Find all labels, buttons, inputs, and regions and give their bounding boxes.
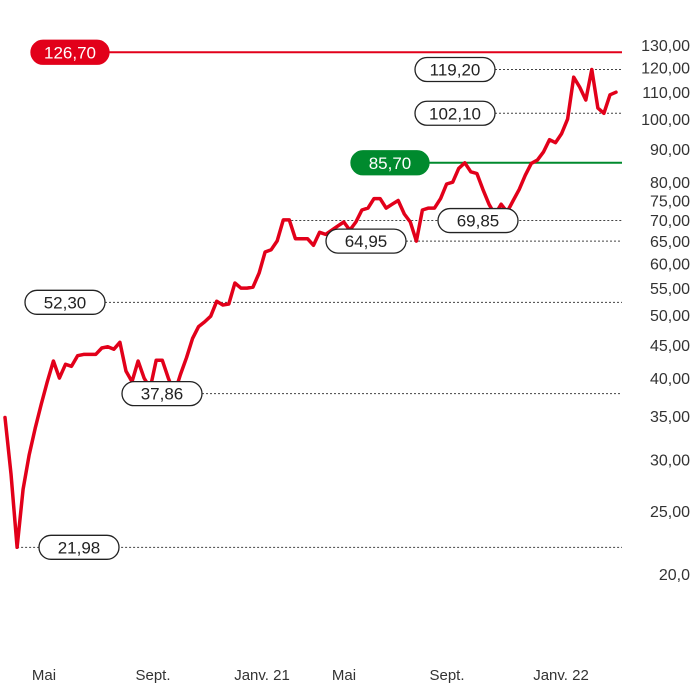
y-tick-label: 45,00: [650, 338, 690, 355]
svg-text:102,10: 102,10: [429, 104, 481, 123]
x-tick-label: Mai: [32, 667, 56, 684]
price-series: [3, 67, 618, 550]
reference-lines: [17, 51, 622, 548]
svg-text:21,98: 21,98: [58, 538, 101, 557]
y-tick-label: 130,00: [641, 38, 690, 55]
y-tick-label: 50,00: [650, 308, 690, 325]
svg-text:69,85: 69,85: [457, 212, 500, 231]
level-label-21-98: 21,98: [38, 534, 120, 560]
svg-text:64,95: 64,95: [345, 232, 388, 251]
level-label-126-70: 126,70: [30, 39, 110, 65]
level-label-37-86: 37,86: [121, 380, 203, 407]
y-tick-label: 110,00: [642, 85, 690, 102]
x-tick-label: Mai: [332, 667, 356, 684]
x-tick-label: Janv. 21: [234, 667, 290, 684]
svg-text:85,70: 85,70: [369, 154, 412, 173]
y-tick-label: 25,00: [650, 504, 690, 521]
level-labels: 126,70 119,20 102,10 85,70 69,85 64,95 52,30 37…: [24, 39, 519, 560]
level-label-119-20: 119,20: [414, 56, 496, 83]
y-tick-label: 40,00: [650, 371, 690, 388]
y-tick-label: 100,00: [641, 112, 690, 129]
x-tick-label: Sept.: [135, 667, 170, 684]
price-line: [3, 67, 618, 550]
level-label-85-70: 85,70: [350, 150, 430, 176]
svg-text:126,70: 126,70: [44, 43, 96, 62]
level-label-69-85: 69,85: [437, 207, 519, 234]
y-tick-label: 120,00: [641, 61, 690, 78]
y-tick-label: 60,00: [650, 257, 690, 274]
y-tick-label: 55,00: [650, 281, 690, 298]
x-axis-tick-labels: Mai Sept. Janv. 21 Mai Sept. Janv. 22: [32, 667, 589, 684]
x-tick-label: Janv. 22: [533, 667, 589, 684]
x-tick-label: Sept.: [429, 667, 464, 684]
svg-text:37,86: 37,86: [141, 385, 184, 404]
y-tick-label: 90,00: [650, 142, 690, 159]
level-label-52-30: 52,30: [24, 289, 106, 315]
svg-text:52,30: 52,30: [44, 293, 87, 312]
level-label-102-10: 102,10: [414, 100, 496, 126]
level-label-64-95: 64,95: [325, 228, 407, 254]
y-tick-label: 30,00: [650, 452, 690, 469]
y-tick-label: 65,00: [650, 234, 690, 251]
y-tick-label: 70,00: [650, 213, 690, 230]
svg-text:119,20: 119,20: [430, 61, 481, 80]
y-tick-label: 80,00: [650, 175, 690, 192]
y-tick-label: 20,0: [659, 567, 690, 584]
y-tick-label: 75,00: [650, 193, 690, 210]
y-tick-label: 35,00: [650, 409, 690, 426]
